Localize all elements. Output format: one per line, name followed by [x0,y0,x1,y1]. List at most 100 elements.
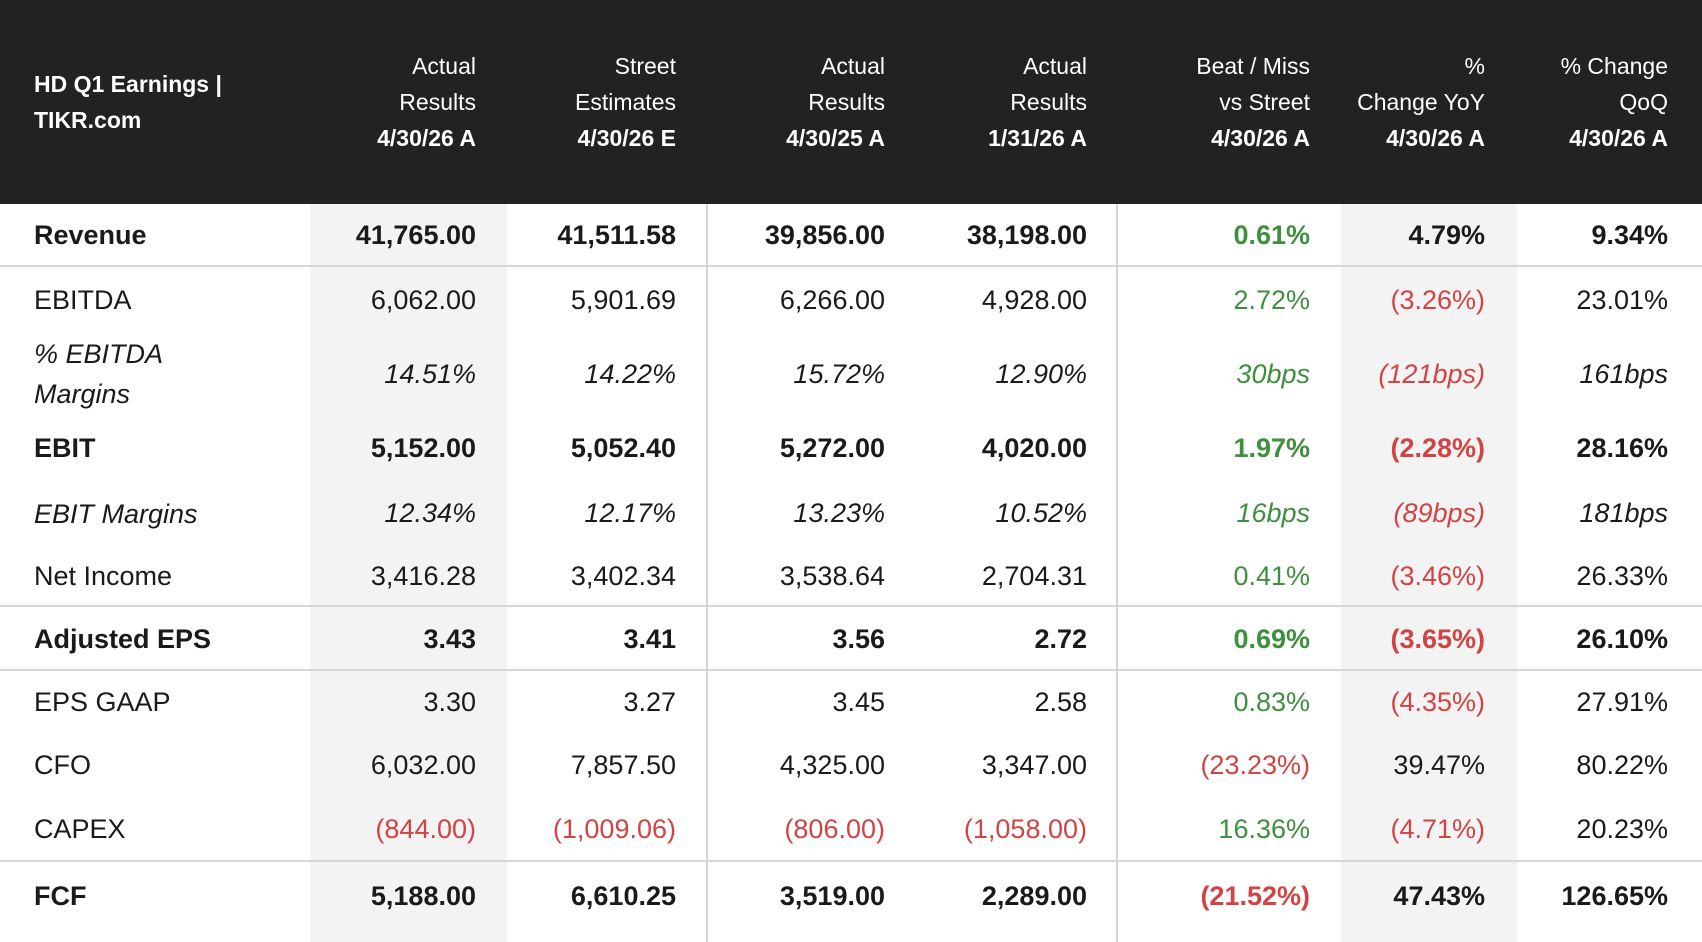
table-cell: (4.35%) [1390,686,1485,717]
column-header-line1: Street [614,53,676,79]
table-cell: (21.52%) [1200,880,1310,911]
table-cell: 0.41% [1233,560,1310,591]
table-cell: 126.65% [1561,880,1668,911]
row-label: EPS GAAP [34,687,171,717]
table-cell: (3.65%) [1390,623,1485,654]
table-cell: 39.47% [1393,749,1485,780]
table-cell: (1,009.06) [552,813,676,844]
row-label: Net Income [34,561,173,591]
row-label: % EBITDA Margins [34,339,163,409]
row-label: CAPEX [34,814,126,844]
table-cell: 6,266.00 [779,284,885,315]
column-header-3: Actual Results 4/30/25 A [715,0,885,204]
shade-yoy-column [1341,204,1517,942]
column-header-2: Street Estimates 4/30/26 E [506,0,676,204]
table-cell: 181bps [1579,498,1668,528]
table-cell: 12.34% [384,498,476,528]
table-cell: 5,188.00 [370,880,476,911]
column-header-date: 4/30/25 A [786,125,885,151]
table-row: EBITDA 6,062.00 5,901.69 6,266.00 4,928.00 2.… [0,266,1702,334]
table-cell: 27.91% [1576,686,1668,717]
column-header-date: 4/30/26 A [1569,125,1668,151]
table-cell: 0.61% [1233,219,1310,250]
table-cell: 2.58 [1034,686,1087,717]
table-row: EPS GAAP 3.30 3.27 3.45 2.58 0.83% (4.35%) 27.9… [0,671,1702,733]
table-cell: 6,610.25 [570,880,676,911]
column-header-1: Actual Results 4/30/26 A [306,0,476,204]
table-cell: (844.00) [375,813,476,844]
column-header-date: 4/30/26 A [1386,125,1485,151]
column-header-date: 4/30/26 E [577,125,676,151]
table-cell: 12.90% [995,358,1087,389]
column-header-line1: % [1464,53,1485,79]
column-header-line2: Results [808,89,885,115]
row-label: EBIT Margins [34,498,198,529]
table-cell: 10.52% [995,498,1087,528]
row-label: EBIT [34,433,96,463]
table-cell: 14.22% [584,358,676,389]
table-cell: 14.51% [384,358,476,389]
table-cell: 0.83% [1233,686,1310,717]
column-header-5: Beat / Miss vs Street 4/30/26 A [1140,0,1310,204]
table-cell: (1,058.00) [963,813,1087,844]
table-cell: 3,402.34 [570,560,676,591]
table-cell: 16.36% [1218,813,1310,844]
table-cell: (3.26%) [1390,284,1485,315]
table-row: % EBITDA Margins 14.51% 14.22% 15.72% 12.90%… [0,334,1702,414]
table-cell: 15.72% [793,358,885,389]
table-cell: 4,020.00 [981,432,1087,463]
table-cell: 80.22% [1576,749,1668,780]
column-divider [706,204,708,942]
table-row: EBIT 5,152.00 5,052.40 5,272.00 4,020.00 1.97… [0,414,1702,482]
table-cell: 2.72 [1034,623,1087,654]
row-divider [0,669,1702,671]
table-cell: 3.30 [423,686,476,717]
column-header-line1: Actual [821,53,885,79]
column-divider [1116,204,1118,942]
table-title: HD Q1 Earnings | TIKR.com [34,71,222,133]
table-cell: (806.00) [784,813,885,844]
table-cell: 3,519.00 [779,880,885,911]
table-row: CAPEX (844.00) (1,009.06) (806.00) (1,058.00… [0,797,1702,861]
table-cell: 4.79% [1408,219,1485,250]
shade-actual-column [310,204,507,942]
table-cell: 3.56 [832,623,885,654]
table-cell: 41,511.58 [557,219,676,250]
table-cell: 38,198.00 [966,219,1087,250]
table-cell: 3,538.64 [779,560,885,591]
table-cell: 26.33% [1576,560,1668,591]
column-header-6: % Change YoY 4/30/26 A [1345,0,1485,204]
table-cell: (23.23%) [1200,749,1310,780]
table-cell: 16bps [1236,498,1310,528]
table-cell: (2.28%) [1390,432,1485,463]
table-cell: 161bps [1579,358,1668,389]
table-cell: 47.43% [1393,880,1485,911]
table-cell: (121bps) [1378,358,1485,389]
row-label: FCF [34,881,87,911]
table-cell: 3,347.00 [981,749,1087,780]
row-divider [0,265,1702,267]
table-row: Net Income 3,416.28 3,402.34 3,538.64 2,704.… [0,545,1702,607]
table-cell: 13.23% [793,498,885,528]
table-row: FCF 5,188.00 6,610.25 3,519.00 2,289.00 (21.5… [0,861,1702,931]
column-header-line2: Change YoY [1357,89,1485,115]
table-header: HD Q1 Earnings | TIKR.com Actual Results 4… [0,0,1702,204]
column-header-line1: Actual [1023,53,1087,79]
row-divider [0,860,1702,862]
table-cell: 28.16% [1576,432,1668,463]
table-cell: (4.71%) [1390,813,1485,844]
table-cell: 3.27 [623,686,676,717]
table-cell: 5,901.69 [570,284,676,315]
table-cell: 3.41 [623,623,676,654]
row-label: Revenue [34,220,147,250]
column-header-line2: Results [399,89,476,115]
table-cell: 4,325.00 [779,749,885,780]
table-row: Adjusted EPS 3.43 3.41 3.56 2.72 0.69% (3.65%)… [0,607,1702,671]
table-cell: 12.17% [584,498,676,528]
table-cell: 3.45 [832,686,885,717]
table-cell: (89bps) [1393,498,1485,528]
table-row: EBIT Margins 12.34% 12.17% 13.23% 10.52% 16bp… [0,482,1702,545]
table-row: CFO 6,032.00 7,857.50 4,325.00 3,347.00 (23.2… [0,733,1702,797]
table-cell: (3.46%) [1390,560,1485,591]
table-cell: 5,152.00 [370,432,476,463]
